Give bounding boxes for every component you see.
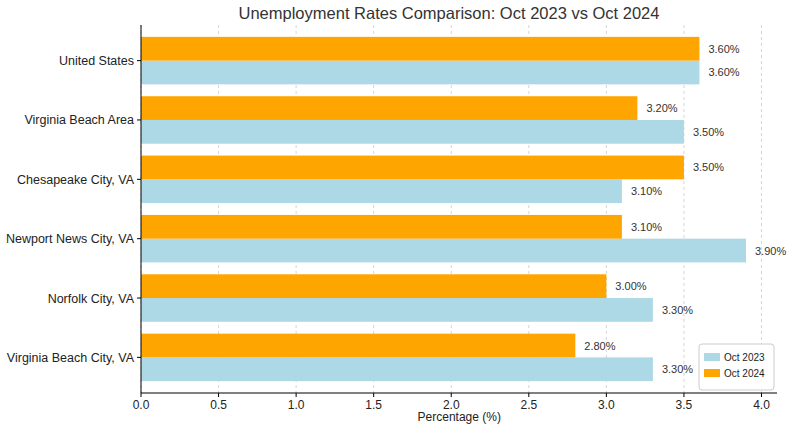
category-label: Newport News City, VA: [6, 232, 135, 246]
x-tick-label: 4.0: [753, 398, 770, 412]
x-tick: [761, 393, 762, 397]
category-label: Chesapeake City, VA: [17, 173, 135, 187]
category-label: United States: [59, 54, 134, 68]
grid-line: [761, 25, 762, 393]
x-tick-label: 1.0: [288, 398, 305, 412]
title: Unemployment Rates Comparison: Oct 2023 …: [239, 4, 660, 22]
x-tick-label: 0.0: [133, 398, 150, 412]
x-tick: [528, 393, 529, 397]
data-label: 3.60%: [708, 66, 739, 78]
chart-svg: 3.60% 3.50% 3.10% 3.90% 3.30% 3.30% 3.60% 3.20%…: [0, 0, 800, 430]
data-label: 3.20%: [646, 102, 677, 114]
data-label: 3.60%: [708, 43, 739, 55]
bar: [141, 120, 684, 144]
legend-swatch: [704, 369, 720, 377]
x-tick-label: 0.5: [210, 398, 227, 412]
data-label: 3.50%: [693, 161, 724, 173]
data-label: 3.10%: [631, 185, 662, 197]
bar: [141, 274, 606, 298]
legend-label: Oct 2023: [724, 352, 765, 363]
chart-container: 3.60% 3.50% 3.10% 3.90% 3.30% 3.30% 3.60% 3.20%…: [0, 0, 800, 430]
category-label: Norfolk City, VA: [48, 292, 135, 306]
y-tick: [137, 60, 141, 61]
y-tick: [137, 238, 141, 239]
bar: [141, 96, 637, 120]
bars: [141, 37, 746, 381]
y-tick: [137, 119, 141, 120]
x-tick: [451, 393, 452, 397]
x-tick: [141, 393, 142, 397]
y-tick: [137, 298, 141, 299]
axes: 0.00.51.01.52.02.53.03.54.0United States…: [6, 25, 777, 412]
grid: [141, 25, 761, 393]
legend-label: Oct 2024: [724, 368, 765, 379]
bar: [141, 37, 699, 61]
x-axis-line: [141, 393, 777, 394]
x-tick: [606, 393, 607, 397]
data-label: 3.90%: [755, 245, 786, 257]
y-tick: [137, 179, 141, 180]
bar: [141, 357, 653, 381]
bar: [141, 298, 653, 322]
bar: [141, 179, 622, 203]
x-tick: [373, 393, 374, 397]
y-axis-line: [141, 25, 142, 393]
grid-line: [141, 25, 142, 393]
category-label: Virginia Beach Area: [24, 113, 134, 127]
bar: [141, 334, 575, 358]
bar: [141, 156, 684, 180]
data-label: 2.80%: [584, 340, 615, 352]
x-tick-label: 2.5: [520, 398, 537, 412]
x-tick-label: 3.5: [676, 398, 693, 412]
data-label: 3.00%: [615, 280, 646, 292]
y-tick: [137, 357, 141, 358]
data-labels: 3.60% 3.50% 3.10% 3.90% 3.30% 3.30% 3.60% 3.20%…: [584, 43, 786, 376]
legend-box: [699, 344, 774, 390]
x-tick-label: 3.0: [598, 398, 615, 412]
x-tick-label: 1.5: [365, 398, 382, 412]
data-label: 3.50%: [693, 126, 724, 138]
x-tick: [296, 393, 297, 397]
legend-swatch: [704, 353, 720, 361]
data-label: 3.30%: [662, 304, 693, 316]
x-axis-label: Percentage (%): [418, 410, 501, 424]
x-tick: [218, 393, 219, 397]
bar: [141, 239, 746, 263]
x-tick: [683, 393, 684, 397]
bar: [141, 61, 699, 85]
data-label: 3.30%: [662, 363, 693, 375]
category-label: Virginia Beach City, VA: [7, 351, 135, 365]
bar: [141, 215, 622, 239]
legend: Oct 2023 Oct 2024: [699, 344, 774, 390]
data-label: 3.10%: [631, 221, 662, 233]
